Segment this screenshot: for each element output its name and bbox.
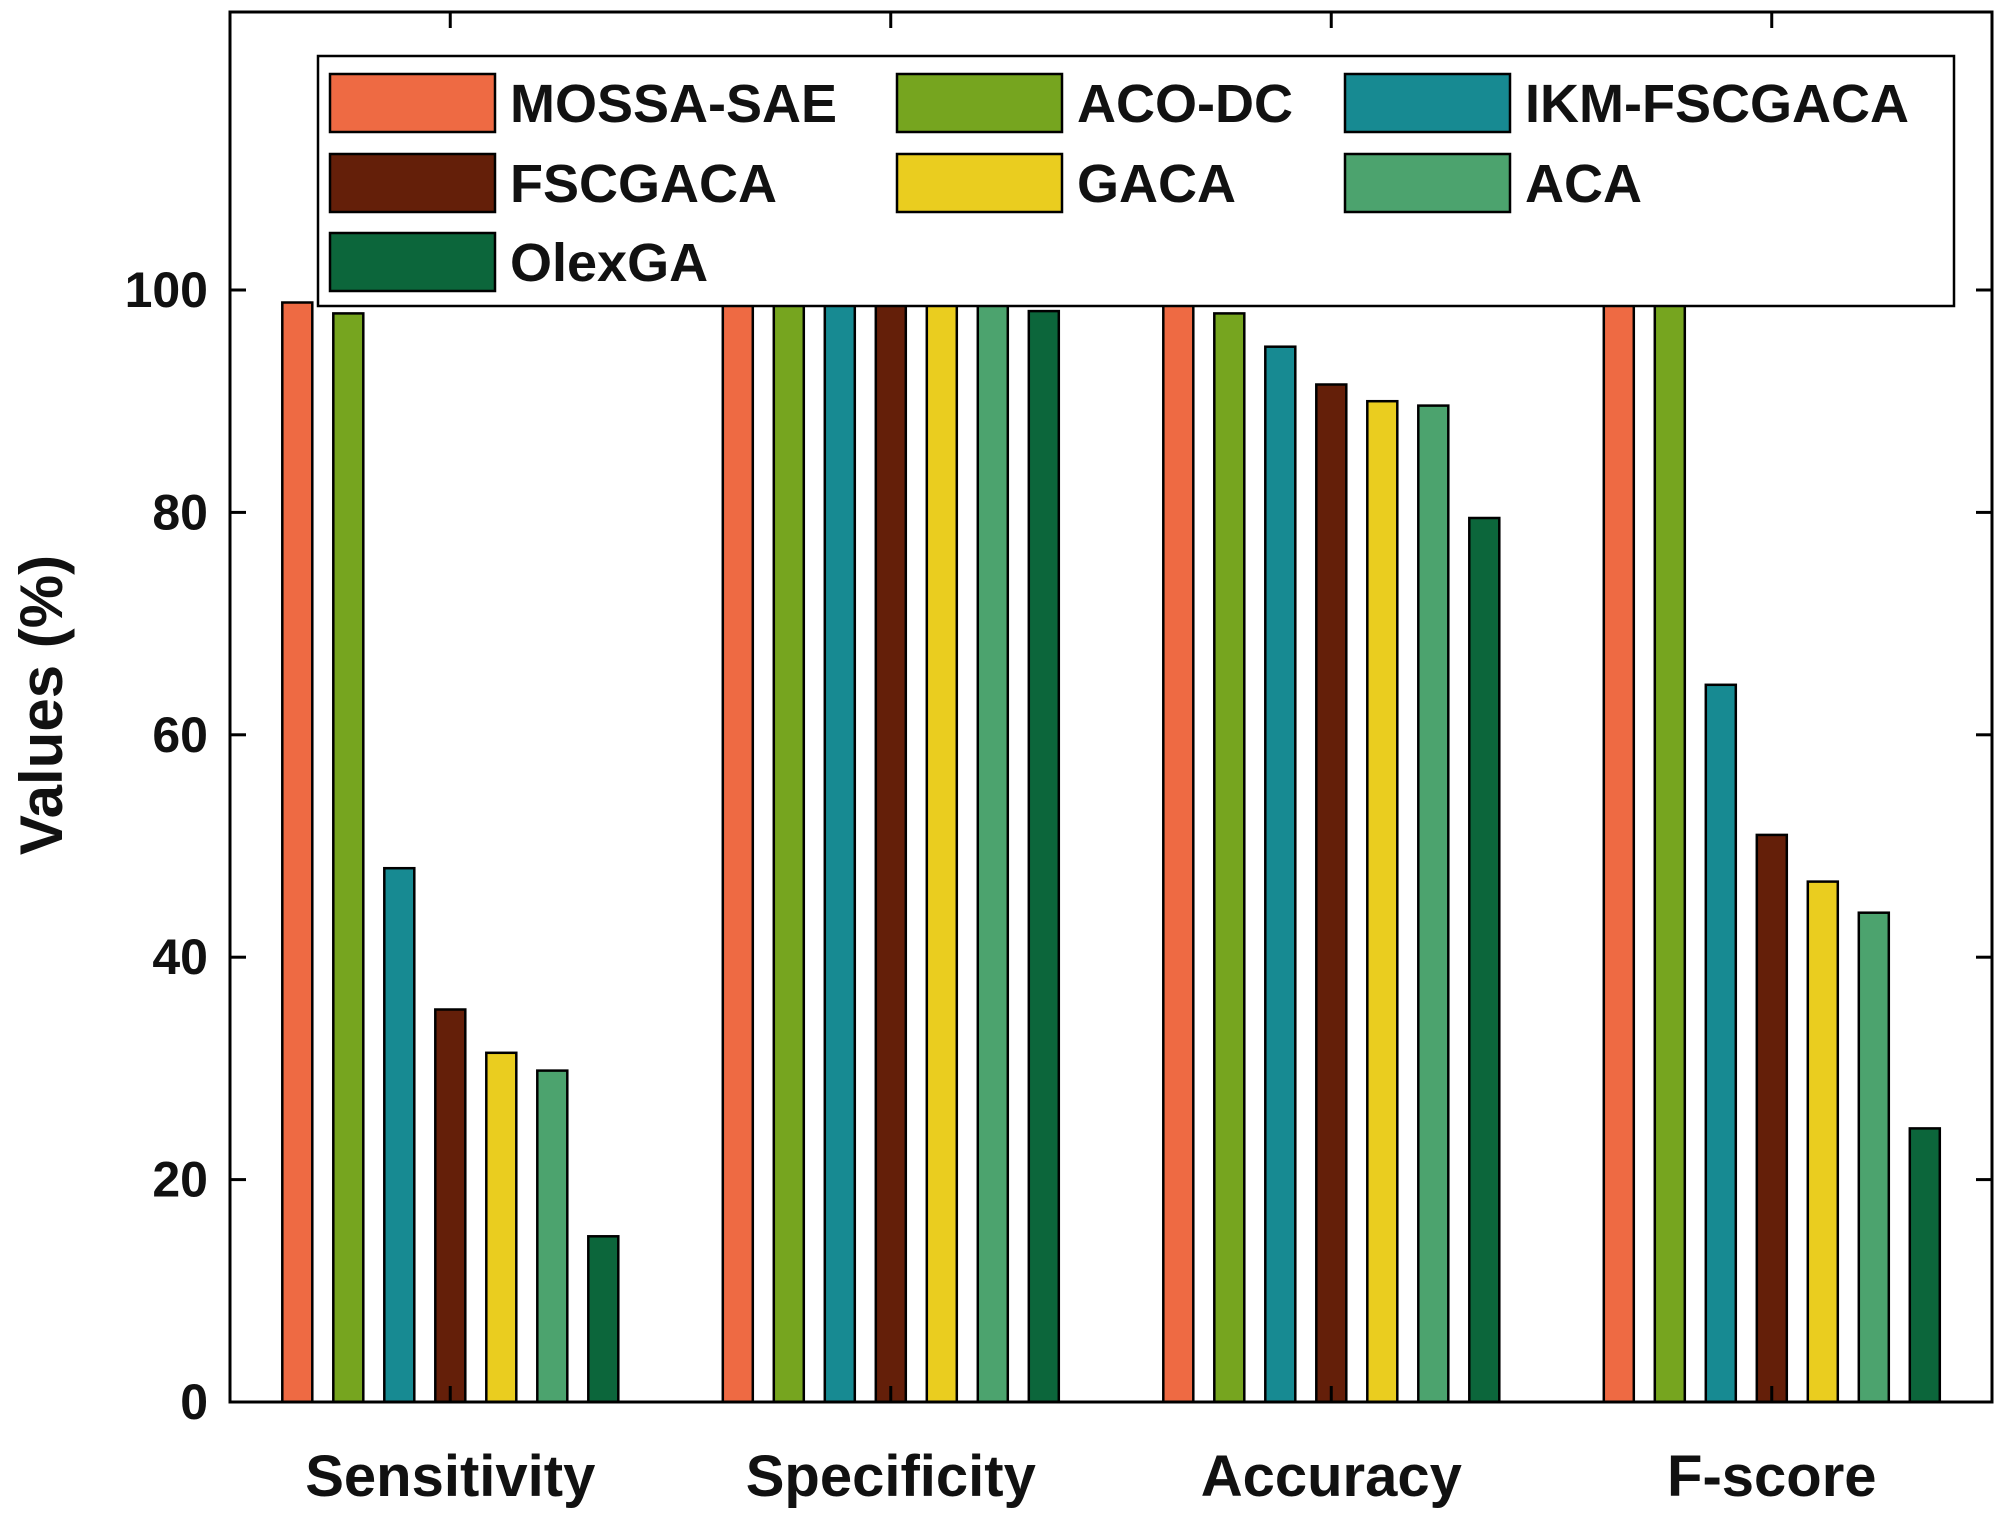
legend-swatch-aca <box>1343 152 1512 214</box>
y-axis-title: Values (%) <box>8 555 75 855</box>
bar-ikm-fscgaca-f-score <box>1704 683 1738 1404</box>
legend-swatch-fscgaca <box>328 152 497 214</box>
axes-group <box>228 10 1994 1404</box>
bar-aca-accuracy <box>1417 404 1450 1404</box>
legend-swatch-aco-dc <box>895 72 1064 134</box>
legend-swatch-gaca <box>895 152 1064 214</box>
x-tick-label: F-score <box>1667 1444 1877 1509</box>
legend-label-gaca: GACA <box>1077 154 1236 214</box>
legend: MOSSA-SAE ACO-DC IKM-FSCGACA FSCGACA GACA ACA… <box>316 54 1956 308</box>
legend-label-olexga: OlexGA <box>510 233 708 293</box>
bar-gaca-sensitivity <box>485 1051 518 1404</box>
bar-mossa-sae-accuracy <box>1162 299 1195 1404</box>
bar-aco-dc-specificity <box>772 289 806 1404</box>
bar-olexga-accuracy <box>1468 516 1501 1404</box>
x-tick-label: Sensitivity <box>305 1444 595 1509</box>
y-tick-label: 0 <box>180 1374 208 1430</box>
bar-fscgaca-specificity <box>874 291 908 1404</box>
x-tick-label: Accuracy <box>1201 1444 1462 1509</box>
bar-mossa-sae-f-score <box>1602 299 1636 1404</box>
bar-olexga-sensitivity <box>587 1235 620 1404</box>
bar-fscgaca-f-score <box>1755 833 1789 1404</box>
bar-gaca-accuracy <box>1366 399 1399 1404</box>
bar-aco-dc-sensitivity <box>332 312 365 1404</box>
legend-label-aca: ACA <box>1525 154 1642 214</box>
bar-ikm-fscgaca-specificity <box>823 289 857 1404</box>
legend-swatch-ikm-fscgaca <box>1343 72 1512 134</box>
y-tick-label: 60 <box>152 707 208 763</box>
y-tick-label: 20 <box>152 1152 208 1208</box>
bar-fscgaca-accuracy <box>1315 383 1348 1404</box>
legend-label-ikm-fscgaca: IKM-FSCGACA <box>1525 74 1909 134</box>
bar-ikm-fscgaca-sensitivity <box>383 866 416 1404</box>
bar-mossa-sae-sensitivity <box>281 301 314 1404</box>
x-tick-label: Specificity <box>746 1444 1036 1509</box>
bar-aco-dc-accuracy <box>1213 312 1246 1404</box>
legend-label-fscgaca: FSCGACA <box>510 154 777 214</box>
legend-box <box>316 54 1956 308</box>
legend-label-mossa-sae: MOSSA-SAE <box>510 74 837 134</box>
bar-gaca-specificity <box>925 294 959 1404</box>
bar-gaca-f-score <box>1806 880 1840 1404</box>
bar-mossa-sae-specificity <box>721 289 755 1404</box>
y-tick-label: 100 <box>125 262 208 318</box>
y-tick-label: 80 <box>152 484 208 540</box>
bar-ikm-fscgaca-accuracy <box>1264 345 1297 1404</box>
bar-aco-dc-f-score <box>1653 301 1687 1404</box>
legend-swatch-olexga <box>328 231 497 293</box>
bar-aca-specificity <box>976 296 1010 1404</box>
y-tick-label: 40 <box>152 929 208 985</box>
legend-label-aco-dc: ACO-DC <box>1077 74 1293 134</box>
bar-olexga-specificity <box>1027 309 1061 1404</box>
ticks-group: 0 20 40 60 80 100 <box>125 12 1992 1430</box>
bar-aca-f-score <box>1857 911 1891 1404</box>
bars-group: Sensitivity Specificity Accuracy F-score <box>281 289 1942 1509</box>
bar-fscgaca-sensitivity <box>434 1008 467 1404</box>
bar-aca-sensitivity <box>536 1069 569 1404</box>
legend-swatch-mossa-sae <box>328 72 497 134</box>
axes-frame <box>228 10 1994 1404</box>
bar-olexga-f-score <box>1908 1127 1942 1404</box>
